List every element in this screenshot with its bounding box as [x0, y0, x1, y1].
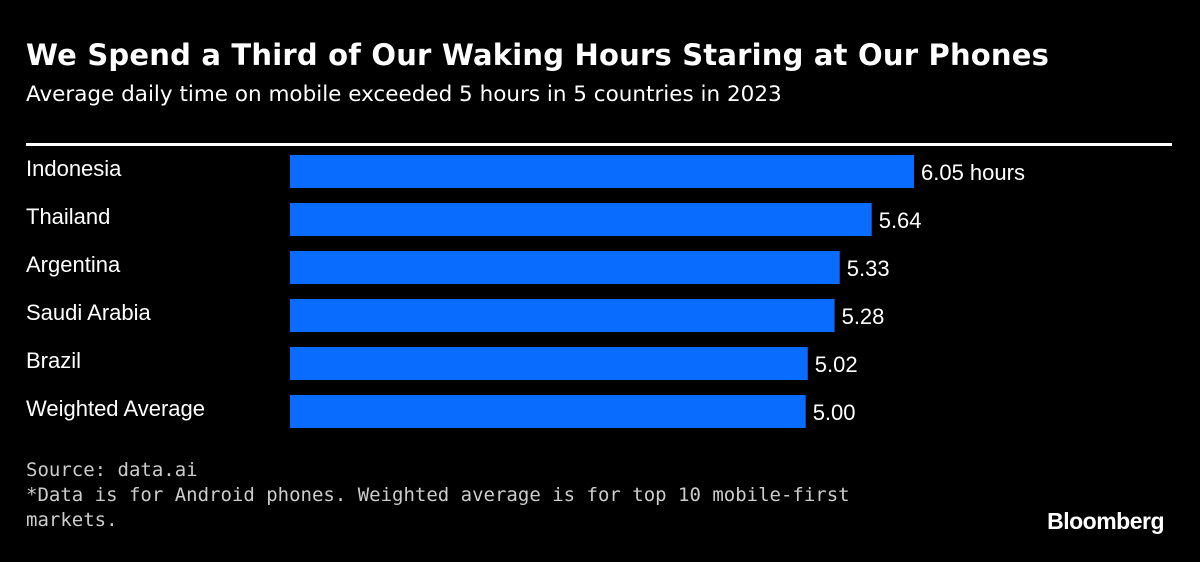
bar-weighted-average: [290, 395, 806, 428]
chart-title: We Spend a Third of Our Waking Hours Sta…: [26, 38, 1050, 72]
bar-indonesia: [290, 155, 914, 188]
data-label: 5.00: [813, 400, 856, 425]
header-rule: [26, 143, 1172, 146]
source-note: Source: data.ai: [26, 459, 198, 481]
chart-subtitle: Average daily time on mobile exceeded 5 …: [26, 82, 782, 107]
category-label: Thailand: [26, 204, 110, 229]
bar-saudi-arabia: [290, 299, 835, 332]
bar-thailand: [290, 203, 872, 236]
data-label: 6.05 hours: [921, 160, 1025, 185]
footer: Source: data.ai *Data is for Android pho…: [26, 458, 906, 533]
category-label: Argentina: [26, 252, 121, 277]
category-label: Indonesia: [26, 156, 122, 181]
bloomberg-logo: Bloomberg: [1047, 508, 1164, 534]
category-label: Saudi Arabia: [26, 300, 152, 325]
category-label: Brazil: [26, 348, 81, 373]
data-label: 5.64: [879, 208, 922, 233]
bar-argentina: [290, 251, 840, 284]
data-label: 5.28: [842, 304, 885, 329]
data-note: *Data is for Android phones. Weighted av…: [26, 484, 850, 531]
data-label: 5.02: [815, 352, 858, 377]
data-label: 5.33: [847, 256, 890, 281]
category-label: Weighted Average: [26, 396, 205, 421]
bar-brazil: [290, 347, 808, 380]
